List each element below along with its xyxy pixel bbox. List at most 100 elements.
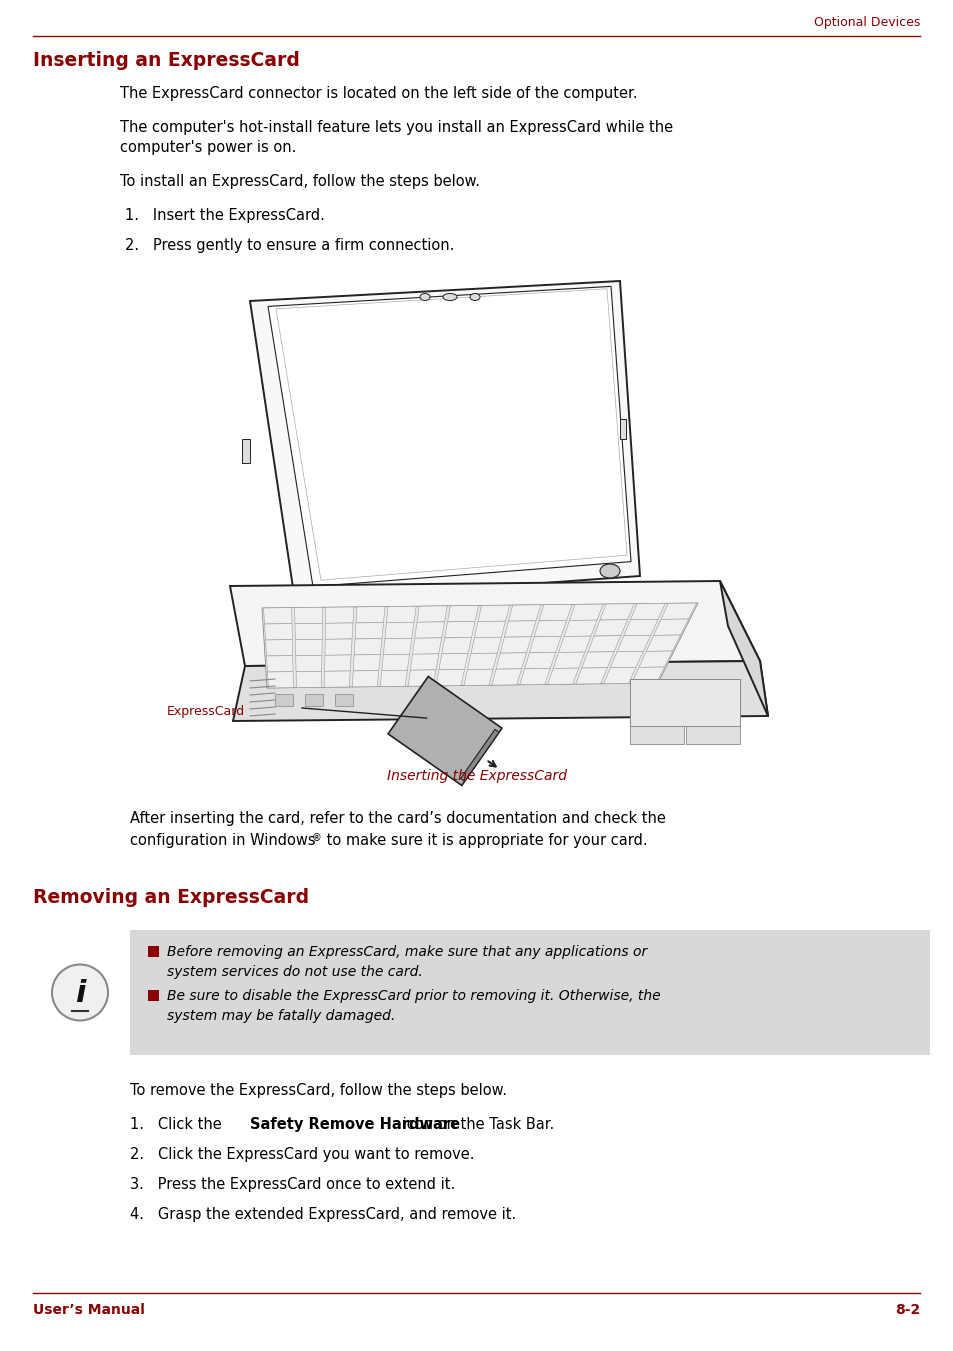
- Polygon shape: [441, 638, 471, 654]
- Polygon shape: [264, 624, 292, 640]
- Polygon shape: [355, 607, 385, 623]
- Polygon shape: [467, 653, 497, 670]
- Polygon shape: [603, 667, 636, 684]
- Text: 2.   Press gently to ensure a firm connection.: 2. Press gently to ensure a firm connect…: [125, 238, 454, 253]
- Polygon shape: [355, 623, 383, 639]
- Polygon shape: [410, 654, 438, 670]
- Text: Inserting the ExpressCard: Inserting the ExpressCard: [387, 769, 566, 784]
- Text: Safety Remove Hardware: Safety Remove Hardware: [250, 1117, 459, 1132]
- Text: configuration in Windows: configuration in Windows: [130, 834, 315, 848]
- Text: The ExpressCard connector is located on the left side of the computer.: The ExpressCard connector is located on …: [120, 86, 637, 101]
- Bar: [685, 725, 740, 744]
- Polygon shape: [438, 654, 468, 670]
- Polygon shape: [265, 639, 293, 657]
- Polygon shape: [295, 639, 322, 655]
- Text: To install an ExpressCard, follow the steps below.: To install an ExpressCard, follow the st…: [120, 174, 479, 189]
- Text: icon on the Task Bar.: icon on the Task Bar.: [397, 1117, 554, 1132]
- Polygon shape: [266, 655, 293, 671]
- Polygon shape: [553, 653, 584, 669]
- Polygon shape: [534, 620, 566, 636]
- Polygon shape: [388, 677, 501, 785]
- Bar: [130, 929, 929, 1055]
- Polygon shape: [474, 621, 505, 638]
- Text: i: i: [74, 978, 85, 1008]
- Text: system services do not use the card.: system services do not use the card.: [167, 965, 422, 979]
- Text: ExpressCard: ExpressCard: [167, 705, 245, 717]
- Text: system may be fatally damaged.: system may be fatally damaged.: [167, 1009, 395, 1023]
- Polygon shape: [569, 604, 602, 620]
- Polygon shape: [324, 671, 350, 688]
- Polygon shape: [492, 669, 521, 685]
- Text: After inserting the card, refer to the card’s documentation and check the: After inserting the card, refer to the c…: [130, 811, 665, 825]
- Polygon shape: [499, 636, 531, 653]
- Polygon shape: [386, 607, 416, 623]
- Bar: [148, 946, 159, 957]
- Polygon shape: [563, 620, 597, 636]
- Text: Removing an ExpressCard: Removing an ExpressCard: [33, 888, 309, 907]
- Bar: [629, 725, 683, 744]
- Polygon shape: [460, 730, 498, 781]
- Polygon shape: [463, 669, 493, 685]
- Polygon shape: [575, 667, 607, 684]
- Polygon shape: [653, 619, 688, 635]
- Polygon shape: [233, 661, 767, 721]
- Polygon shape: [353, 655, 380, 671]
- Polygon shape: [381, 654, 409, 670]
- Bar: [274, 694, 293, 707]
- Polygon shape: [529, 636, 560, 653]
- Polygon shape: [519, 669, 550, 685]
- Ellipse shape: [470, 293, 479, 300]
- Polygon shape: [617, 635, 650, 651]
- Polygon shape: [295, 671, 321, 688]
- Bar: [619, 419, 625, 439]
- Polygon shape: [538, 604, 572, 621]
- Text: 8-2: 8-2: [894, 1302, 919, 1317]
- Polygon shape: [325, 607, 354, 623]
- Polygon shape: [508, 605, 540, 621]
- Polygon shape: [660, 603, 696, 619]
- Polygon shape: [294, 608, 322, 624]
- Polygon shape: [250, 281, 639, 601]
- Polygon shape: [594, 620, 627, 636]
- Polygon shape: [444, 621, 475, 638]
- Polygon shape: [268, 286, 630, 586]
- Polygon shape: [325, 623, 353, 639]
- Text: computer's power is on.: computer's power is on.: [120, 141, 296, 155]
- Polygon shape: [496, 653, 526, 669]
- Polygon shape: [504, 621, 536, 638]
- Polygon shape: [645, 635, 679, 651]
- Polygon shape: [639, 651, 672, 667]
- Polygon shape: [631, 667, 664, 684]
- Polygon shape: [352, 670, 378, 686]
- Text: 3.   Press the ExpressCard once to extend it.: 3. Press the ExpressCard once to extend …: [130, 1177, 455, 1192]
- Polygon shape: [630, 604, 664, 620]
- Text: 1.   Click the: 1. Click the: [130, 1117, 226, 1132]
- Polygon shape: [324, 655, 351, 671]
- Polygon shape: [263, 608, 292, 624]
- Polygon shape: [408, 670, 436, 686]
- Polygon shape: [384, 623, 414, 639]
- Text: to make sure it is appropriate for your card.: to make sure it is appropriate for your …: [322, 834, 647, 848]
- Bar: [242, 439, 250, 463]
- Polygon shape: [599, 604, 634, 620]
- Polygon shape: [294, 623, 322, 639]
- Polygon shape: [275, 289, 626, 580]
- Ellipse shape: [442, 293, 456, 300]
- Bar: [148, 990, 159, 1001]
- Polygon shape: [629, 680, 740, 725]
- Polygon shape: [477, 605, 509, 621]
- Circle shape: [52, 965, 108, 1020]
- Text: Before removing an ExpressCard, make sure that any applications or: Before removing an ExpressCard, make sur…: [167, 944, 646, 959]
- Polygon shape: [267, 671, 294, 688]
- Polygon shape: [262, 603, 698, 688]
- Text: 1.   Insert the ExpressCard.: 1. Insert the ExpressCard.: [125, 208, 325, 223]
- Polygon shape: [354, 639, 381, 655]
- Text: 4.   Grasp the extended ExpressCard, and remove it.: 4. Grasp the extended ExpressCard, and r…: [130, 1206, 516, 1223]
- Polygon shape: [471, 638, 501, 654]
- Ellipse shape: [314, 589, 335, 603]
- Polygon shape: [524, 653, 555, 669]
- Text: ®: ®: [312, 834, 321, 843]
- Polygon shape: [720, 581, 767, 716]
- Text: 2.   Click the ExpressCard you want to remove.: 2. Click the ExpressCard you want to rem…: [130, 1147, 474, 1162]
- Text: Inserting an ExpressCard: Inserting an ExpressCard: [33, 51, 299, 70]
